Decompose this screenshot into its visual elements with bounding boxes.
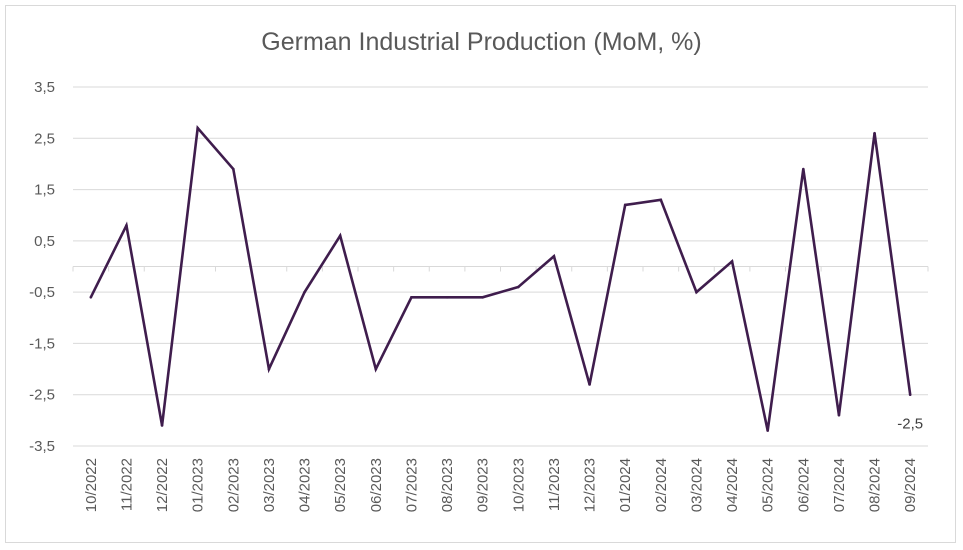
data-point: [552, 254, 556, 258]
x-tick-label: 08/2023: [439, 458, 456, 512]
data-point: [338, 234, 342, 238]
data-point: [588, 383, 591, 386]
x-tick-label: 06/2024: [795, 458, 812, 512]
data-point: [445, 295, 449, 299]
data-point: [232, 167, 235, 171]
data-labels: -2,5: [897, 416, 923, 433]
data-point: [730, 260, 734, 263]
y-tick-label: 2,5: [34, 130, 55, 147]
data-point: [908, 393, 912, 397]
data-point: [410, 295, 413, 299]
x-tick-label: 01/2023: [190, 458, 207, 512]
data-point: [303, 290, 306, 294]
y-tick-label: 3,5: [34, 79, 55, 96]
data-point: [695, 290, 698, 294]
y-tick-label: -3,5: [29, 438, 55, 455]
x-tick-label: 04/2024: [724, 458, 741, 512]
x-tick-label: 09/2023: [475, 458, 492, 512]
x-tick-label: 05/2023: [332, 458, 349, 512]
data-point: [267, 367, 271, 371]
data-point: [125, 224, 128, 227]
y-tick-label: 1,5: [34, 182, 55, 199]
data-point: [374, 367, 378, 371]
data-label: -2,5: [897, 416, 923, 433]
x-tick-label: 02/2024: [653, 458, 670, 512]
gridlines: [73, 86, 928, 447]
x-tick-label: 05/2024: [760, 458, 777, 512]
x-tick-label: 06/2023: [368, 458, 385, 512]
x-tick-label: 04/2023: [297, 458, 314, 512]
x-tick-label: 11/2022: [118, 458, 135, 511]
data-point: [837, 413, 841, 417]
x-axis: 10/2022 11/2022 12/2022 01/2023 02/2023 03/20…: [72, 266, 929, 512]
x-tick-label: 11/2023: [546, 458, 563, 511]
series-line: [89, 124, 912, 431]
data-point: [802, 167, 805, 171]
data-point: [196, 126, 199, 130]
x-tick-label: 07/2023: [403, 458, 420, 512]
data-point: [659, 198, 663, 202]
y-tick-label: -0,5: [29, 284, 55, 301]
x-tick-label: 03/2024: [688, 458, 705, 512]
y-tick-label: -2,5: [29, 387, 55, 404]
y-tick-label: -1,5: [29, 335, 55, 352]
x-tick-label: 02/2023: [225, 458, 242, 512]
x-tick-label: 09/2024: [902, 458, 919, 512]
x-tick-label: 03/2023: [261, 458, 278, 512]
data-point: [623, 203, 627, 207]
data-point: [873, 131, 876, 135]
y-tick-label: 0,5: [34, 233, 55, 250]
x-tick-label: 12/2023: [582, 458, 599, 512]
x-tick-label: 01/2024: [617, 458, 634, 512]
data-point: [517, 285, 520, 289]
data-point: [766, 429, 769, 432]
chart-title: German Industrial Production (MoM, %): [261, 28, 702, 56]
x-tick-label: 10/2023: [510, 458, 527, 512]
x-tick-label: 08/2024: [867, 458, 884, 512]
series-layer: [89, 124, 912, 432]
data-point: [89, 295, 93, 299]
x-tick-label: 10/2022: [83, 458, 100, 512]
data-point: [160, 424, 164, 427]
y-axis: 3,5 2,5 1,5 0,5 -0,5 -1,5 -2,5 -3,5: [29, 79, 55, 455]
data-point: [481, 295, 484, 299]
x-tick-label: 12/2022: [154, 458, 171, 512]
chart-area: [5, 5, 956, 543]
x-tick-label: 07/2024: [831, 458, 848, 512]
